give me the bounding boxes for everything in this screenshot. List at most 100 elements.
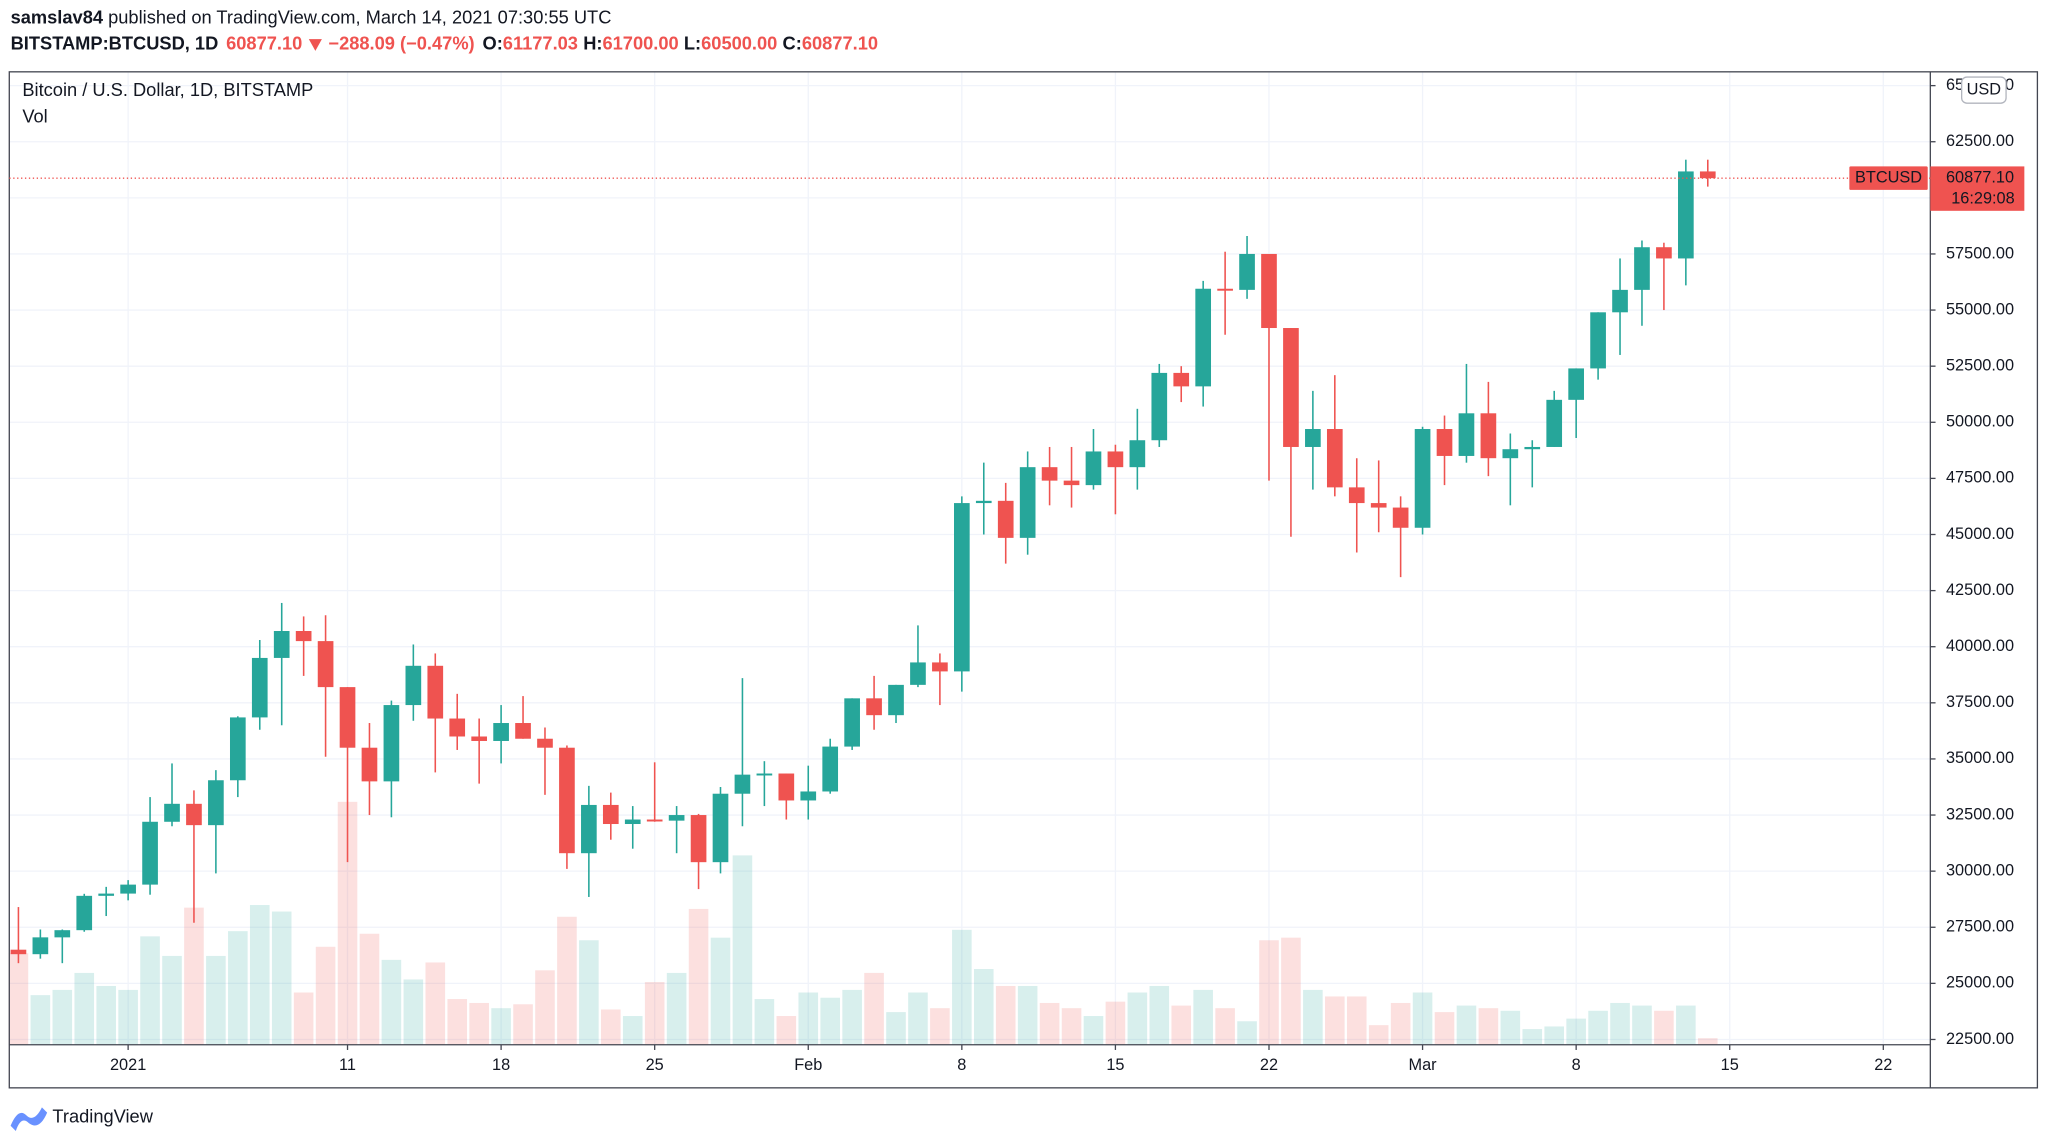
chart-border (8, 71, 2039, 1089)
y-tick-label: 22500.00 (1946, 1030, 2014, 1048)
candle-body (559, 747, 575, 854)
x-tick-label: 8 (957, 1056, 966, 1074)
y-tick-label: 25000.00 (1946, 974, 2014, 992)
logo-text: TradingView (52, 1106, 153, 1127)
candle-body (251, 657, 268, 718)
volume-bar (381, 959, 402, 1045)
volume-bar (1368, 1025, 1389, 1045)
candle-body (734, 774, 751, 794)
volume-bar (162, 955, 182, 1045)
candle-body (910, 662, 926, 685)
down-arrow (308, 39, 322, 51)
grid (9, 71, 1931, 1045)
volume-bar (710, 937, 731, 1045)
last: 60877.10 (226, 32, 302, 53)
candle-body (1699, 171, 1716, 179)
logo-icon (10, 1107, 48, 1131)
y-tick-label: 42500.00 (1946, 581, 2014, 599)
last-price-badge (1930, 166, 2025, 211)
volume-bar (688, 908, 709, 1045)
candle-body (383, 705, 400, 782)
volume-bar (864, 972, 884, 1045)
candle-body (1107, 451, 1124, 468)
volume-bar (52, 989, 73, 1045)
y-tick-label: 45000.00 (1946, 525, 2014, 543)
candle-body (1041, 467, 1058, 481)
x-tick-label: 2021 (110, 1056, 146, 1074)
candle-body (54, 930, 71, 938)
volume-bar (666, 972, 687, 1045)
candle-body (1261, 253, 1277, 329)
volume-bar (447, 999, 468, 1045)
volume-layer (8, 801, 1718, 1045)
volume-bar (1127, 992, 1148, 1045)
candle-body (10, 949, 27, 955)
candle-body (997, 500, 1014, 538)
y-tick-label: 62500.00 (1946, 132, 2014, 150)
volume-bar (118, 989, 138, 1045)
volume-bar (1259, 940, 1279, 1045)
x-tick-label: 8 (1572, 1056, 1581, 1074)
axes: 22500.00 25000.00 27500.00 30000.00 32500.00… (9, 76, 2025, 1074)
volume-bar (732, 855, 753, 1045)
candle-body (361, 747, 378, 782)
volume-bar (30, 995, 51, 1045)
candle-body (1436, 429, 1453, 456)
candle-body (449, 718, 466, 737)
candle-body (164, 803, 180, 822)
candle-body (1305, 429, 1321, 447)
candle-body (844, 698, 860, 747)
header-line-2: BITSTAMP:BTCUSD, 1D 60877.10 −288.09 (−0.4… (11, 32, 878, 53)
l-label: L: (684, 32, 701, 53)
volume-bar (886, 1012, 906, 1045)
candle-body (427, 665, 444, 719)
volume-bar (622, 1016, 643, 1045)
volume-bar (184, 907, 204, 1045)
close: 60877.10 (802, 32, 878, 53)
volume-bar (820, 997, 840, 1045)
x-tick-label: 18 (492, 1056, 510, 1074)
volume-bar (1193, 989, 1213, 1045)
volume-bar (1390, 1002, 1411, 1045)
candle-body (800, 791, 817, 801)
volume-bar (74, 972, 95, 1045)
published: published on TradingView.com, March 14, … (108, 6, 611, 27)
candle-body (1568, 368, 1584, 400)
volume-bar (1149, 985, 1170, 1045)
volume-label: Vol (22, 105, 47, 126)
volume-bar (1215, 1008, 1235, 1045)
volume-bar (1654, 1010, 1674, 1045)
header-line-1: samslav84 published on TradingView.com, … (11, 6, 612, 27)
symbol: BITSTAMP:BTCUSD, 1D (11, 32, 219, 53)
candle-body (1326, 429, 1343, 488)
volume-bar (1281, 937, 1301, 1045)
x-tick-label: 22 (1260, 1056, 1278, 1074)
candle-body (954, 503, 970, 672)
candle-body (1392, 507, 1409, 528)
volume-bar (1039, 1002, 1060, 1045)
volume-bar (798, 992, 819, 1045)
volume-bar (491, 1008, 511, 1045)
volume-bar (8, 953, 29, 1045)
countdown: 16:29:08 (1951, 189, 2015, 207)
volume-bar (1566, 1018, 1586, 1045)
volume-bar (557, 916, 577, 1045)
volume-bar (842, 989, 862, 1045)
candle-body (866, 698, 882, 716)
volume-bar (1105, 1001, 1126, 1045)
x-tick-label: 15 (1721, 1056, 1739, 1074)
candle-body (471, 736, 487, 741)
candle-body (1546, 399, 1563, 447)
y-tick-label: 52500.00 (1946, 356, 2014, 374)
volume-bar (754, 999, 775, 1045)
volume-bar (1544, 1026, 1565, 1045)
volume-bar (1632, 1005, 1652, 1045)
x-tick-label: 25 (646, 1056, 664, 1074)
candle-body (1590, 312, 1606, 369)
volume-bar (1522, 1029, 1543, 1045)
candle-body (1151, 372, 1168, 441)
volume-bar (403, 979, 424, 1045)
candle-body (1612, 289, 1628, 313)
volume-bar (1061, 1008, 1082, 1045)
